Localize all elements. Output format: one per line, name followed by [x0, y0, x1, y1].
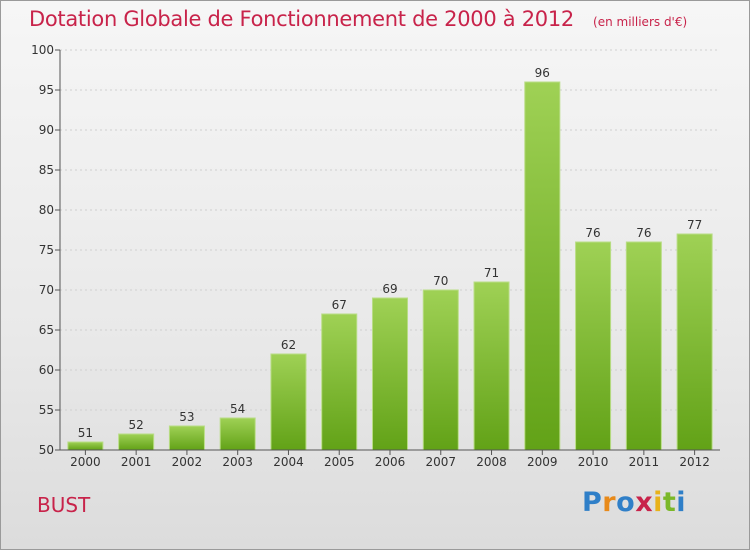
bar: [219, 417, 256, 451]
brand-letter: i: [653, 487, 663, 518]
axis-layer: 50 55 60 65 70 75 80 85 90 95 100 51 2000 52 2001 53 200…: [31, 43, 720, 469]
bar: [625, 241, 662, 451]
bar: [676, 233, 713, 451]
bar: [371, 297, 409, 451]
x-tick-label: 2004: [273, 455, 304, 469]
bar: [524, 81, 561, 451]
chart-title: Dotation Globale de Fonctionnement de 20…: [29, 7, 574, 31]
y-tick-label: 95: [39, 83, 54, 97]
brand-letter: t: [662, 487, 677, 518]
y-tick-label: 55: [39, 403, 54, 417]
bar-value-label: 62: [281, 338, 296, 352]
brand-letter: r: [602, 487, 617, 518]
y-tick-label: 70: [39, 283, 54, 297]
bar-value-label: 67: [332, 298, 347, 312]
title-block: Dotation Globale de Fonctionnement de 20…: [29, 7, 687, 31]
bar-value-label: 70: [433, 274, 448, 288]
y-tick-label: 65: [39, 323, 54, 337]
y-tick-label: 100: [31, 43, 54, 57]
bar: [118, 433, 155, 451]
y-tick-label: 90: [39, 123, 54, 137]
y-tick-label: 80: [39, 203, 54, 217]
bar-value-label: 69: [382, 282, 397, 296]
chart-unit: (en milliers d'€): [593, 15, 688, 29]
bar-value-label: 52: [129, 418, 144, 432]
x-tick-label: 2011: [629, 455, 660, 469]
bar-value-label: 53: [179, 410, 194, 424]
bars-layer: [67, 81, 713, 451]
bar: [67, 441, 104, 451]
bar-value-label: 54: [230, 402, 245, 416]
brand-letter: i: [676, 487, 687, 518]
x-tick-label: 2002: [172, 455, 203, 469]
y-tick-label: 75: [39, 243, 54, 257]
y-tick-label: 50: [39, 443, 54, 457]
bar: [321, 313, 358, 451]
x-tick-label: 2005: [324, 455, 355, 469]
x-tick-label: 2000: [70, 455, 101, 469]
x-tick-label: 2009: [527, 455, 558, 469]
x-tick-label: 2008: [476, 455, 507, 469]
x-tick-label: 2012: [679, 455, 710, 469]
y-tick-label: 85: [39, 163, 54, 177]
commune-name: BUST: [37, 493, 91, 517]
bar-value-label: 76: [585, 226, 600, 240]
brand-letter: x: [635, 487, 654, 518]
x-tick-label: 2010: [578, 455, 609, 469]
x-tick-label: 2003: [222, 455, 253, 469]
bar-value-label: 77: [687, 218, 702, 232]
brand-logo: Proxiti: [582, 487, 686, 518]
bar: [575, 241, 612, 451]
bar: [270, 353, 307, 451]
bar: [422, 289, 459, 451]
x-tick-label: 2007: [425, 455, 456, 469]
brand-letter: P: [582, 487, 603, 518]
bar-value-label: 51: [78, 426, 93, 440]
x-tick-label: 2001: [121, 455, 152, 469]
y-tick-label: 60: [39, 363, 54, 377]
x-tick-label: 2006: [375, 455, 406, 469]
bar-value-label: 76: [636, 226, 651, 240]
brand-letter: o: [616, 487, 636, 518]
bar: [168, 425, 205, 451]
bar-value-label: 96: [535, 66, 550, 80]
bar-value-label: 71: [484, 266, 499, 280]
bar: [473, 281, 510, 451]
